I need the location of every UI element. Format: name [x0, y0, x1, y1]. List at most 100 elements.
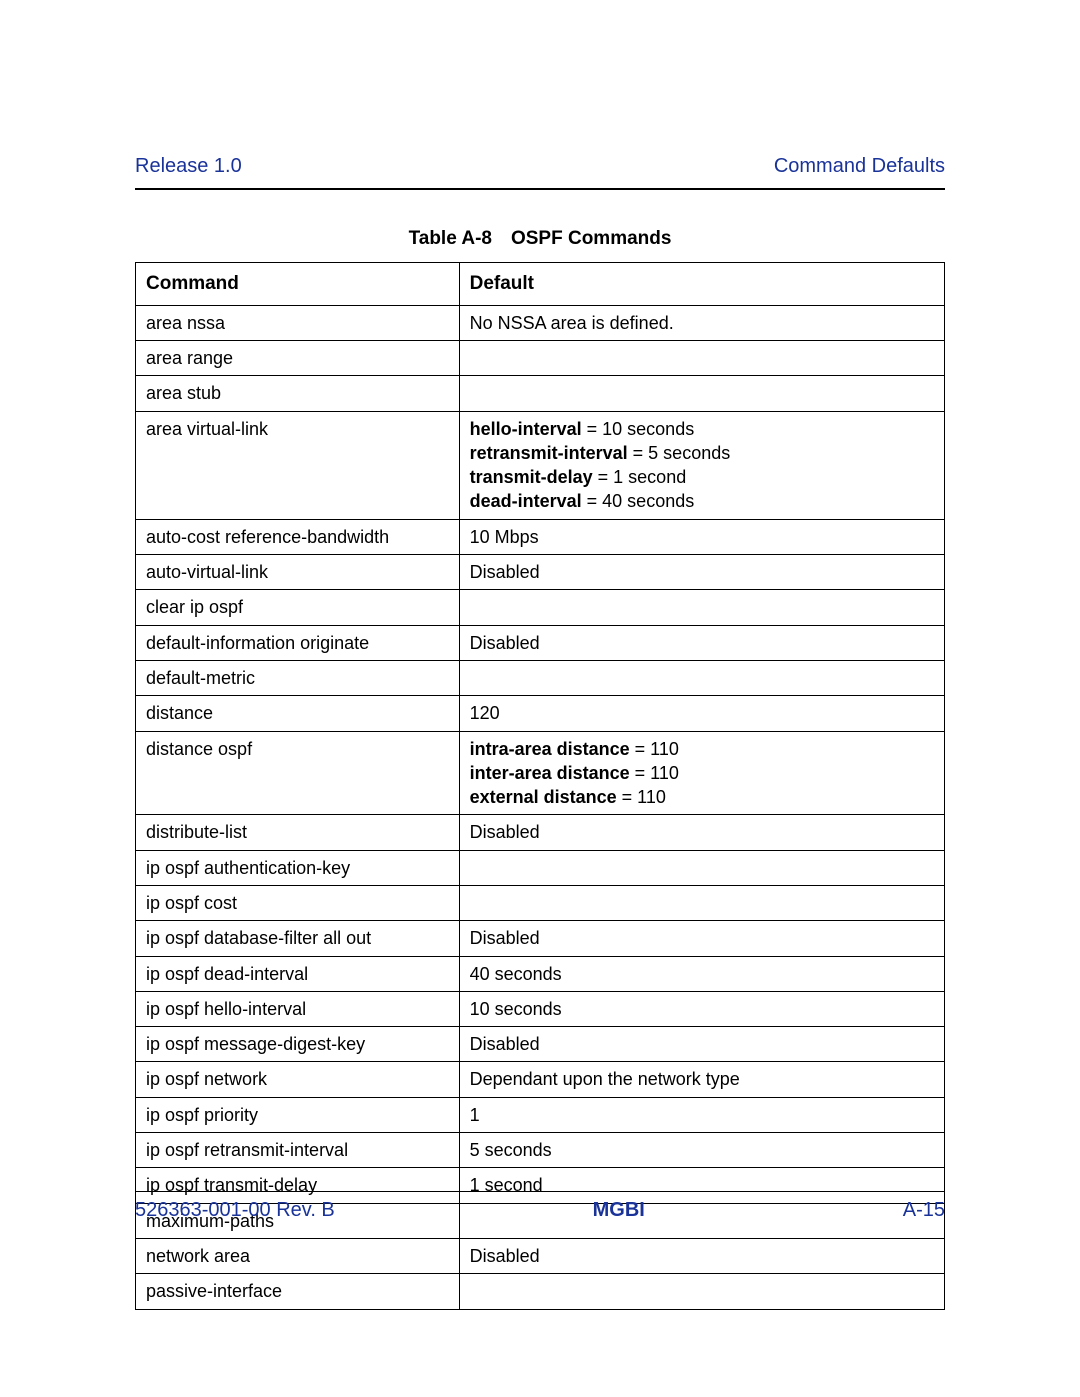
text-segment: dead-interval — [470, 491, 582, 511]
cell-command: ip ospf priority — [136, 1097, 460, 1132]
cell-command: ip ospf hello-interval — [136, 991, 460, 1026]
text-segment: = 40 seconds — [582, 491, 695, 511]
text-segment: 40 seconds — [470, 964, 562, 984]
table-row: ip ospf cost — [136, 885, 945, 920]
text-segment: 10 seconds — [470, 999, 562, 1019]
col-command: Command — [136, 263, 460, 306]
table-row: ip ospf transmit-delay 1 second — [136, 1168, 945, 1203]
header-right: Command Defaults — [774, 155, 945, 178]
cell-command: clear ip ospf — [136, 590, 460, 625]
cell-default: 1 — [459, 1097, 944, 1132]
cell-command: default-metric — [136, 660, 460, 695]
text-segment: inter-area distance — [470, 763, 630, 783]
ospf-commands-table: Command Default area nssa No NSSA area is… — [135, 262, 945, 1310]
table-row: area range — [136, 340, 945, 375]
header-rule — [135, 188, 945, 190]
text-segment: Dependant upon the network type — [470, 1069, 740, 1089]
document-page: Release 1.0 Command Defaults Table A-8 O… — [0, 0, 1080, 1397]
cell-command: ip ospf retransmit-interval — [136, 1133, 460, 1168]
col-default: Default — [459, 263, 944, 306]
text-segment: 10 Mbps — [470, 527, 539, 547]
cell-command: ip ospf cost — [136, 885, 460, 920]
text-segment: Disabled — [470, 1034, 540, 1054]
cell-command: ip ospf network — [136, 1062, 460, 1097]
table-row: clear ip ospf — [136, 590, 945, 625]
table-row: auto-virtual-linkDisabled — [136, 555, 945, 590]
table-row: default-information originate Disabled — [136, 625, 945, 660]
table-row: ip ospf database-filter all out Disabled — [136, 921, 945, 956]
cell-default: 10 Mbps — [459, 519, 944, 554]
table-row: area stub — [136, 376, 945, 411]
text-segment: = 110 — [630, 739, 679, 759]
table-row: area virtual-linkhello-interval = 10 sec… — [136, 411, 945, 519]
page-header: Release 1.0 Command Defaults — [135, 155, 945, 188]
text-segment: Disabled — [470, 928, 540, 948]
cell-command: ip ospf dead-interval — [136, 956, 460, 991]
cell-default — [459, 376, 944, 411]
text-segment: Disabled — [470, 1246, 540, 1266]
cell-command: default-information originate — [136, 625, 460, 660]
cell-default: Disabled — [459, 815, 944, 850]
text-segment: = 5 seconds — [628, 443, 731, 463]
cell-default — [459, 590, 944, 625]
cell-command: ip ospf database-filter all out — [136, 921, 460, 956]
table-row: default-metric — [136, 660, 945, 695]
text-segment: retransmit-interval — [470, 443, 628, 463]
cell-default — [459, 1274, 944, 1309]
text-segment: No NSSA area is defined. — [470, 313, 674, 333]
cell-command: ip ospf message-digest-key — [136, 1027, 460, 1062]
text-segment: 5 seconds — [470, 1140, 552, 1160]
cell-command: area range — [136, 340, 460, 375]
cell-command: area nssa — [136, 305, 460, 340]
table-row: distance 120 — [136, 696, 945, 731]
page-footer: 526363-001-00 Rev. B MGBI A-15 — [135, 1199, 945, 1222]
cell-command: distribute-list — [136, 815, 460, 850]
text-segment: Disabled — [470, 633, 540, 653]
table-row: ip ospf hello-interval 10 seconds — [136, 991, 945, 1026]
text-segment: intra-area distance — [470, 739, 630, 759]
cell-default: No NSSA area is defined. — [459, 305, 944, 340]
cell-command: distance — [136, 696, 460, 731]
cell-command: distance ospf — [136, 731, 460, 815]
cell-default: Disabled — [459, 921, 944, 956]
cell-default: 10 seconds — [459, 991, 944, 1026]
text-segment: = 110 — [630, 763, 679, 783]
cell-default: 120 — [459, 696, 944, 731]
table-row: ip ospf message-digest-key Disabled — [136, 1027, 945, 1062]
cell-command: auto-virtual-link — [136, 555, 460, 590]
text-segment: 1 second — [470, 1175, 543, 1195]
table-row: distribute-listDisabled — [136, 815, 945, 850]
table-row: area nssa No NSSA area is defined. — [136, 305, 945, 340]
cell-command: auto-cost reference-bandwidth — [136, 519, 460, 554]
cell-default: 40 seconds — [459, 956, 944, 991]
text-segment: 120 — [470, 703, 500, 723]
cell-default: Disabled — [459, 1238, 944, 1273]
text-segment: 1 — [470, 1105, 480, 1125]
cell-default — [459, 660, 944, 695]
cell-default: Disabled — [459, 625, 944, 660]
header-left: Release 1.0 — [135, 155, 242, 178]
table-row: distance ospfintra-area distance = 110in… — [136, 731, 945, 815]
cell-default: intra-area distance = 110inter-area dist… — [459, 731, 944, 815]
footer-rule — [135, 1191, 945, 1192]
table-row: ip ospf dead-interval 40 seconds — [136, 956, 945, 991]
cell-default — [459, 850, 944, 885]
table-row: ip ospf network Dependant upon the networ… — [136, 1062, 945, 1097]
cell-default: Disabled — [459, 555, 944, 590]
text-segment: hello-interval — [470, 419, 582, 439]
footer-center: MGBI — [593, 1199, 645, 1222]
table-row: auto-cost reference-bandwidth 10 Mbps — [136, 519, 945, 554]
footer-right: A-15 — [903, 1199, 945, 1222]
cell-default: 1 second — [459, 1168, 944, 1203]
cell-command: ip ospf transmit-delay — [136, 1168, 460, 1203]
table-row: ip ospf retransmit-interval 5 seconds — [136, 1133, 945, 1168]
text-segment: = 1 second — [593, 467, 687, 487]
table-title: Table A-8 OSPF Commands — [135, 228, 945, 250]
cell-default: Dependant upon the network type — [459, 1062, 944, 1097]
cell-default: hello-interval = 10 seconds retransmit-in… — [459, 411, 944, 519]
cell-default — [459, 885, 944, 920]
text-segment: = 10 seconds — [582, 419, 695, 439]
text-segment: transmit-delay — [470, 467, 593, 487]
table-header-row: Command Default — [136, 263, 945, 306]
cell-command: network area — [136, 1238, 460, 1273]
